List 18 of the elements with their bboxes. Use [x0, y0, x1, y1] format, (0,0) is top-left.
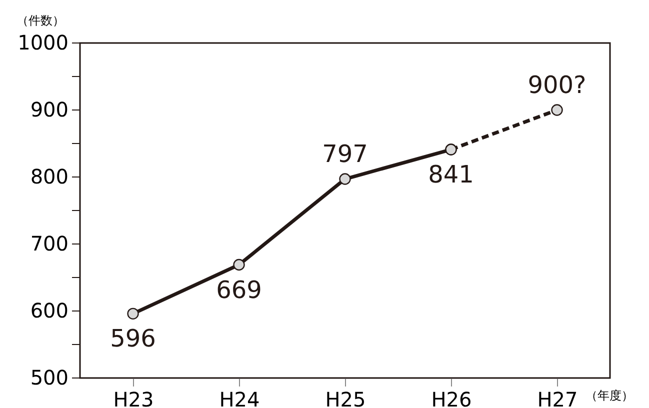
x-tick-label: H27 [537, 388, 578, 408]
data-label: 669 [216, 276, 262, 304]
data-label: 596 [110, 324, 156, 353]
y-axis-title: （件数） [16, 14, 64, 28]
x-tick-label: H24 [219, 388, 260, 408]
x-tick-label: H25 [325, 388, 366, 408]
y-tick-label: 600 [30, 298, 68, 322]
y-tick-label: 1000 [18, 30, 68, 54]
data-label: 841 [428, 160, 474, 189]
data-label: 900? [528, 71, 586, 99]
y-tick-label: 800 [30, 164, 68, 188]
x-tick-label: H26 [431, 388, 472, 408]
y-tick-label: 900 [30, 98, 68, 122]
x-axis-title: （年度） [586, 388, 634, 402]
data-label: 797 [322, 140, 368, 168]
y-tick-label: 700 [30, 232, 68, 256]
y-tick-label: 500 [30, 366, 68, 390]
x-tick-label: H23 [113, 388, 154, 408]
